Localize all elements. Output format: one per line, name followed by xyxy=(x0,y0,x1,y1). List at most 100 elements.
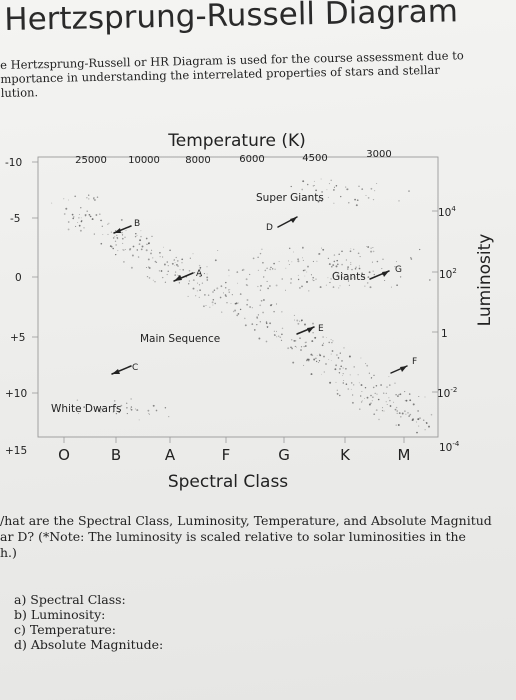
star-dot xyxy=(312,322,314,325)
star-dot xyxy=(311,340,314,343)
star-dot xyxy=(257,269,260,272)
star-dot xyxy=(228,289,230,291)
star-dot xyxy=(317,361,319,364)
star-dot xyxy=(80,207,82,209)
star-dot xyxy=(372,198,375,201)
star-dot xyxy=(225,281,227,284)
star-dot xyxy=(130,406,133,408)
star-dot xyxy=(136,234,138,236)
star-dot xyxy=(174,262,176,263)
star-dot xyxy=(318,353,321,355)
star-dot xyxy=(329,381,332,384)
star-dot xyxy=(169,249,171,252)
star-dot xyxy=(316,260,318,262)
star-dot xyxy=(361,272,363,275)
star-dot xyxy=(140,235,142,238)
star-dot xyxy=(404,410,406,413)
star-dot xyxy=(285,267,287,269)
star-dot xyxy=(214,259,217,262)
star-dot xyxy=(273,334,276,336)
star-dot xyxy=(121,234,124,236)
star-dot xyxy=(351,268,353,271)
star-dot xyxy=(412,403,415,406)
star-dot xyxy=(120,404,123,407)
luminosity-tick: 102 xyxy=(439,267,457,281)
star-dot xyxy=(134,235,137,238)
star-dot xyxy=(163,246,164,248)
magnitude-tick: +5 xyxy=(10,332,25,344)
star-dot xyxy=(115,244,117,246)
star-dot xyxy=(338,287,340,289)
star-dot xyxy=(78,214,80,215)
star-dot xyxy=(266,267,268,269)
star-dot xyxy=(351,401,354,404)
star-dot xyxy=(350,277,353,280)
star-dot xyxy=(389,384,391,386)
star-dot xyxy=(264,269,267,272)
star-dot xyxy=(65,207,68,210)
star-dot xyxy=(100,408,103,410)
star-field xyxy=(51,178,433,434)
star-dot xyxy=(353,276,355,278)
star-dot xyxy=(271,304,273,305)
star-dot xyxy=(290,346,292,349)
diagram-frame xyxy=(37,156,439,438)
star-dot xyxy=(251,323,254,325)
star-dot xyxy=(306,183,309,186)
star-dot xyxy=(299,337,301,339)
star-dot xyxy=(342,382,345,384)
star-dot xyxy=(79,229,82,232)
star-dot xyxy=(273,310,275,313)
star-dot xyxy=(195,295,197,297)
star-dot xyxy=(253,329,256,331)
star-dot xyxy=(384,280,386,281)
star-dot xyxy=(203,305,205,308)
star-dot xyxy=(228,269,230,271)
star-dot xyxy=(424,396,426,398)
star-dot xyxy=(206,279,209,281)
star-dot xyxy=(308,290,310,292)
star-dot xyxy=(123,249,125,251)
star-dot xyxy=(339,285,341,287)
star-dot xyxy=(400,416,402,418)
star-dot xyxy=(378,418,380,421)
star-dot xyxy=(294,319,295,321)
star-dot xyxy=(381,410,383,412)
star-dot xyxy=(288,260,290,262)
star-dot xyxy=(343,379,345,382)
star-dot xyxy=(332,286,335,288)
star-dot xyxy=(135,232,137,235)
star-dot xyxy=(416,431,418,434)
star-dot xyxy=(337,357,340,359)
star-dot xyxy=(258,337,261,340)
star-dot xyxy=(357,374,359,376)
star-dot xyxy=(351,394,354,396)
star-dot xyxy=(137,256,139,258)
star-dot xyxy=(145,267,147,268)
star-dot xyxy=(115,412,118,415)
star-dot xyxy=(389,399,391,402)
star-dot xyxy=(348,202,350,204)
star-dot xyxy=(126,413,128,415)
star-dot xyxy=(224,287,227,289)
star-dot xyxy=(325,336,327,338)
star-dot xyxy=(291,261,293,263)
star-dot xyxy=(409,413,412,416)
right-axis-title: Luminosity xyxy=(475,234,495,327)
star-dot xyxy=(290,185,292,188)
star-dot xyxy=(381,407,383,409)
star-dot xyxy=(120,218,123,221)
star-dot xyxy=(130,398,132,400)
star-dot xyxy=(91,218,94,221)
star-dot xyxy=(297,258,299,261)
star-dot xyxy=(304,275,306,277)
star-dot xyxy=(188,283,190,285)
star-dot xyxy=(179,269,181,271)
star-dot xyxy=(396,412,398,414)
star-dot xyxy=(329,282,331,284)
star-dot xyxy=(335,381,337,383)
star-dot xyxy=(355,266,357,268)
star-dot xyxy=(296,319,299,322)
question-line: h.) xyxy=(0,545,17,560)
star-dot xyxy=(341,263,343,266)
